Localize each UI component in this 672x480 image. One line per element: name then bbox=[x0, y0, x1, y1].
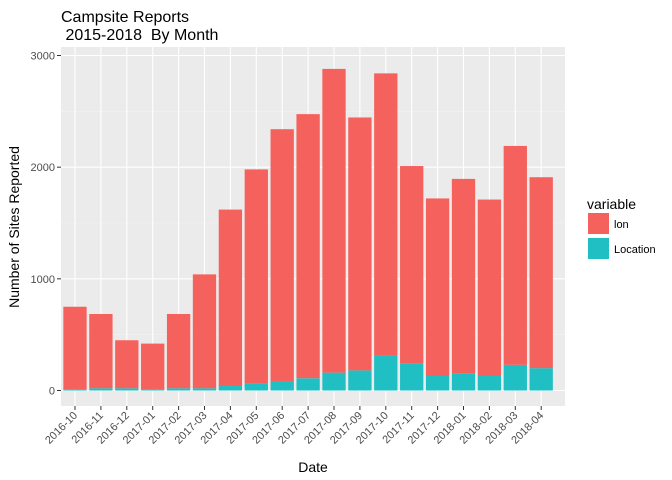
legend: variable lon Location bbox=[587, 196, 656, 259]
bar-lon-2018-04 bbox=[529, 177, 553, 369]
bar-location-2017-10 bbox=[374, 355, 398, 391]
bar-lon-2017-08 bbox=[322, 68, 346, 373]
bar-location-2017-01 bbox=[141, 389, 165, 391]
bar-location-2016-10 bbox=[63, 389, 87, 391]
y-axis-title: Number of Sites Reported bbox=[6, 146, 22, 308]
bar-location-2017-04 bbox=[218, 386, 243, 391]
bar-lon-2018-01 bbox=[451, 178, 476, 374]
legend-label-lon: lon bbox=[614, 219, 629, 231]
y-tick-label: 0 bbox=[49, 386, 55, 398]
bar-lon-2017-02 bbox=[166, 314, 191, 389]
bar-location-2016-11 bbox=[89, 388, 113, 391]
y-tick-label: 2000 bbox=[31, 162, 55, 174]
chart-title-line-1: Campsite Reports bbox=[61, 9, 189, 26]
bar-lon-2016-12 bbox=[115, 340, 139, 389]
bar-location-2017-11 bbox=[400, 363, 424, 391]
x-axis: 2016-102016-112016-122017-012017-022017-… bbox=[43, 406, 546, 447]
bar-location-2017-02 bbox=[166, 388, 191, 391]
y-axis: 0 1000 2000 3000 bbox=[31, 51, 61, 398]
bar-lon-2017-05 bbox=[244, 169, 268, 384]
bar-location-2016-12 bbox=[115, 388, 139, 391]
bars bbox=[63, 68, 553, 391]
chart-title-line-2: 2015-2018 By Month bbox=[61, 27, 218, 44]
bar-location-2017-09 bbox=[348, 370, 372, 391]
legend-key-lon bbox=[588, 213, 609, 234]
bar-lon-2017-10 bbox=[374, 73, 398, 356]
bar-lon-2016-11 bbox=[89, 314, 113, 389]
bar-lon-2017-03 bbox=[192, 274, 217, 389]
bar-location-2018-01 bbox=[451, 373, 476, 391]
bar-location-2017-08 bbox=[322, 372, 346, 391]
bar-location-2017-05 bbox=[244, 383, 268, 391]
bar-lon-2017-09 bbox=[348, 117, 372, 371]
bar-lon-2018-02 bbox=[477, 199, 502, 376]
y-tick-label: 3000 bbox=[31, 51, 55, 63]
bar-lon-2017-06 bbox=[270, 129, 294, 382]
bar-lon-2018-03 bbox=[503, 145, 527, 365]
bar-location-2018-02 bbox=[477, 375, 502, 391]
bar-lon-2017-01 bbox=[141, 343, 165, 390]
bar-lon-2017-04 bbox=[218, 209, 243, 387]
bar-lon-2016-10 bbox=[63, 306, 87, 390]
bar-lon-2017-11 bbox=[400, 166, 424, 364]
bar-location-2017-06 bbox=[270, 381, 294, 391]
legend-key-location bbox=[588, 238, 609, 259]
bar-location-2018-04 bbox=[529, 368, 553, 391]
bar-location-2017-07 bbox=[296, 378, 320, 391]
bar-lon-2017-12 bbox=[425, 198, 450, 376]
legend-title: variable bbox=[587, 196, 636, 212]
y-tick-label: 1000 bbox=[31, 274, 55, 286]
bar-location-2017-12 bbox=[425, 375, 450, 391]
legend-label-location: Location bbox=[614, 244, 656, 256]
bar-location-2018-03 bbox=[503, 364, 527, 391]
bar-location-2017-03 bbox=[192, 388, 217, 391]
x-axis-title: Date bbox=[298, 459, 328, 475]
bar-lon-2017-07 bbox=[296, 114, 320, 379]
